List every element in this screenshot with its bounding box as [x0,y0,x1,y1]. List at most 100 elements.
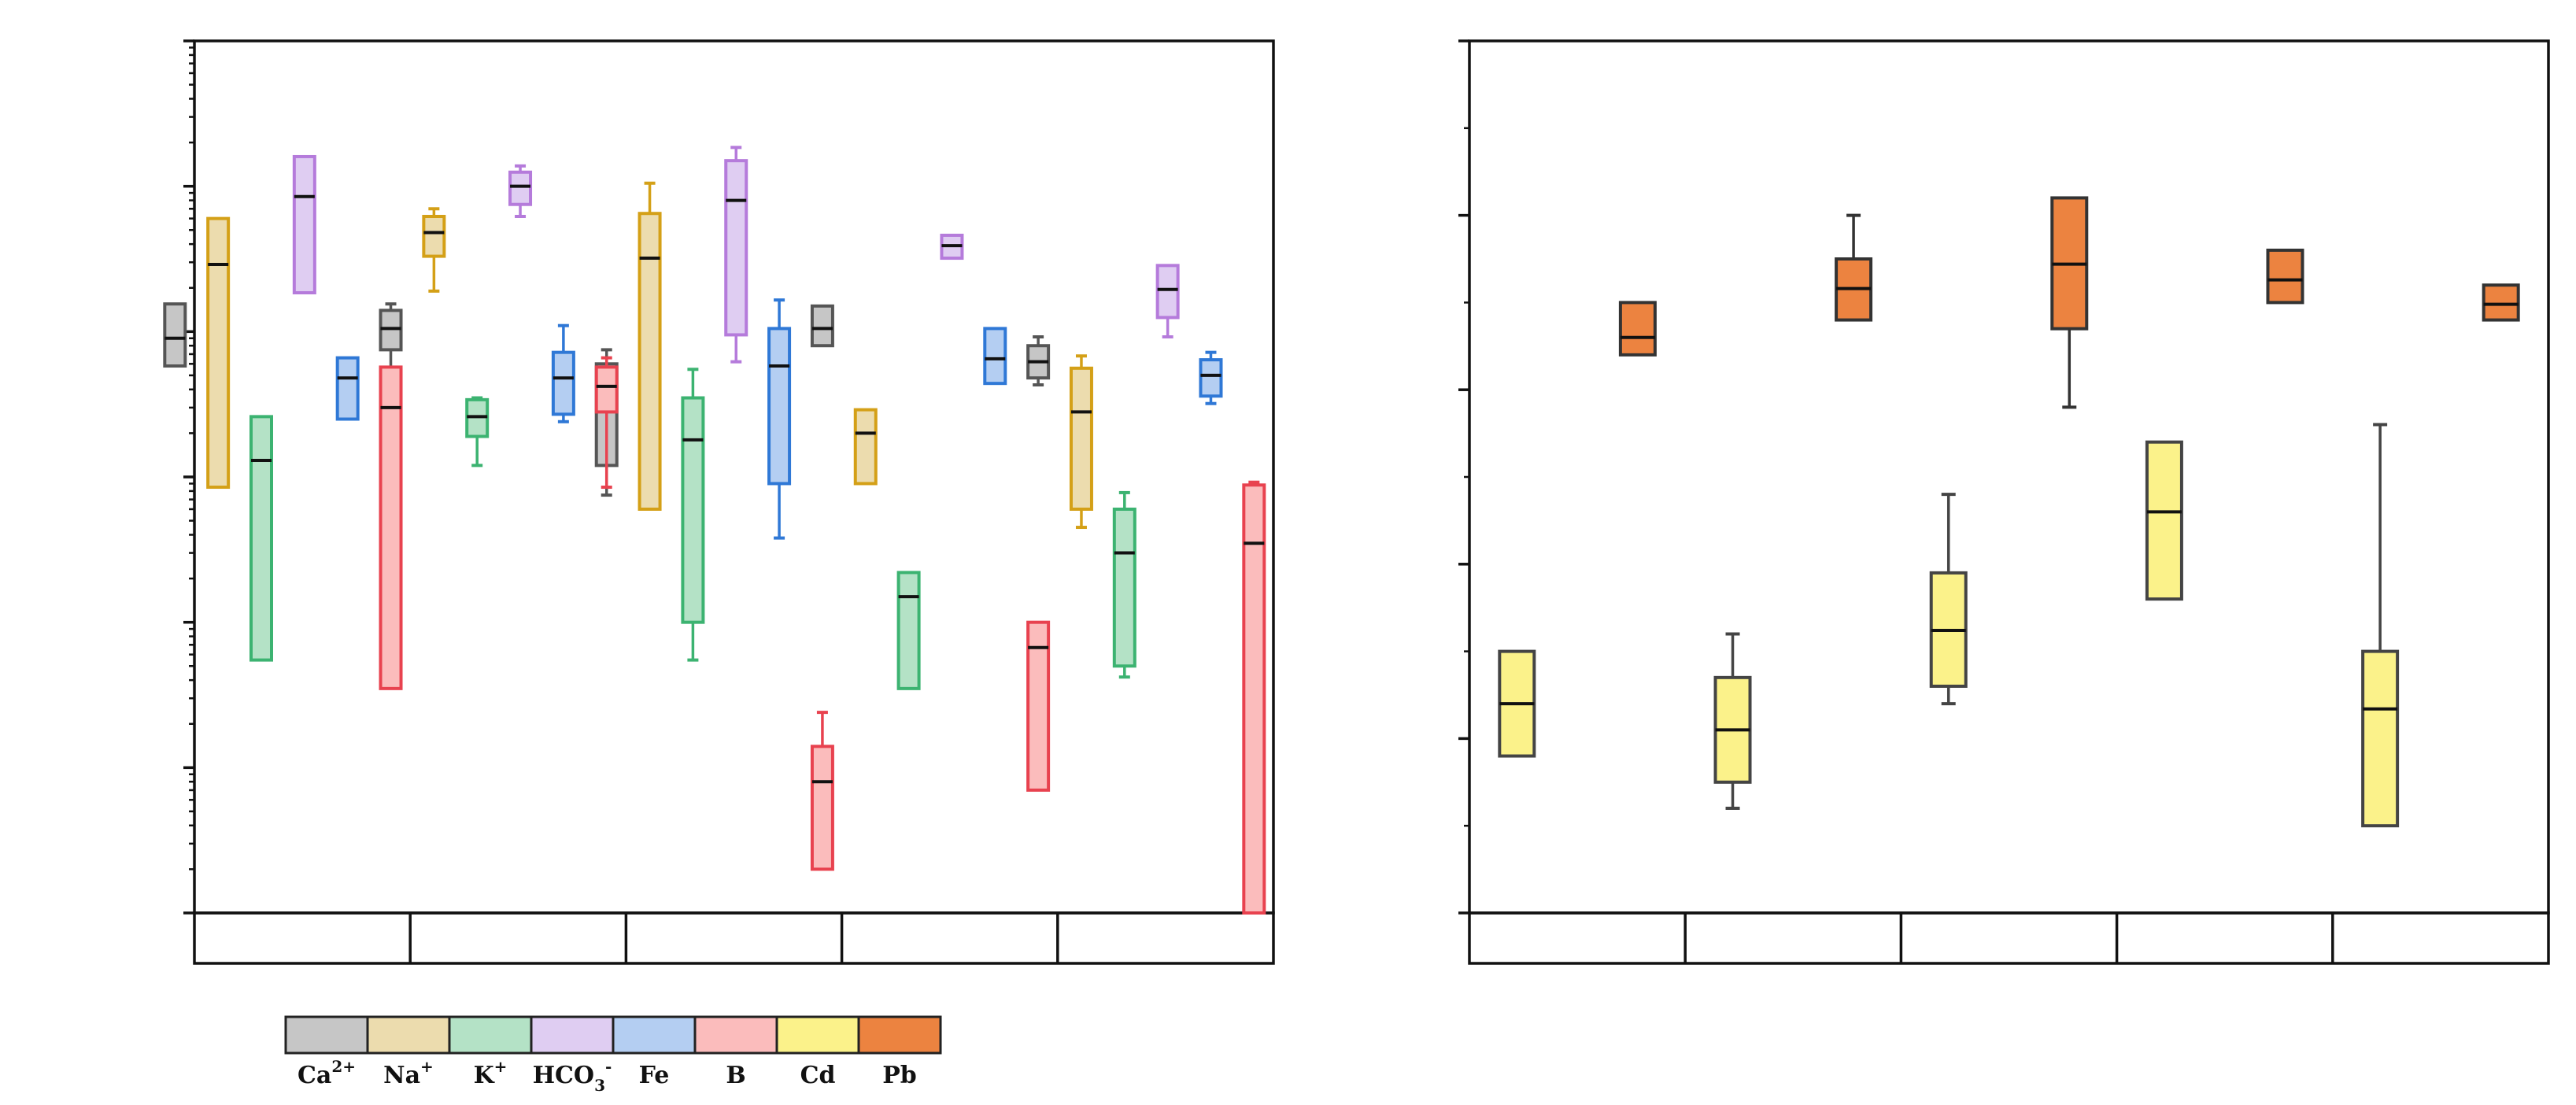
box-body [335,356,360,421]
legend-swatch [448,1015,533,1055]
box-Ca2+-CSW [163,302,187,368]
legend-swatch [612,1015,697,1055]
box-B-CSW [379,365,403,690]
legend-label-sub: 3 [594,1076,605,1095]
box-body [853,408,878,486]
legend-swatch [693,1015,778,1055]
box-HCO3--LW [724,146,748,364]
box-body [594,365,619,414]
legend-label: Fe [639,1062,670,1089]
box-Na+-CSW [206,216,231,490]
box-body [724,159,748,337]
legend-label: Na+ [383,1057,434,1089]
legend-swatch [284,1015,369,1055]
legend: Ca2+ Na+ K+ HCO3- Fe B Cd Pb [284,1015,942,1095]
legend-label-base: K [474,1062,495,1089]
legend-label: HCO3- [533,1057,612,1095]
legend-label-base: Na [383,1062,420,1089]
box-body [508,170,533,206]
box-K+-HSW [465,396,490,468]
box-Cd-CSW [1498,649,1536,758]
box-K+-CSW [249,415,274,662]
box-body [1199,358,1223,398]
legend-label-sup: + [420,1057,434,1076]
box-body [896,571,921,690]
box-Ca2+-MW [810,304,834,348]
box-HCO3--CSW [292,154,316,294]
legend-label: Pb [882,1062,917,1089]
box-body [2145,440,2183,601]
box-Na+-MW [853,408,878,486]
legend-swatch [775,1015,860,1055]
box-K+-MW [896,571,921,690]
legend-label-base: HCO [533,1062,594,1089]
legend-label: Ca2+ [298,1057,356,1089]
box-Fe-LW [767,298,792,540]
box-Pb-CSW [1618,301,1657,357]
box-Cd-LW [1929,493,1968,706]
category-bar [193,911,1275,965]
legend-label-base: Pb [882,1062,917,1089]
box-body [379,365,403,690]
box-body [422,215,446,258]
legend-label-sup: - [605,1057,612,1076]
box-body [249,415,274,662]
box-body [292,154,316,294]
legend-label-base: Ca [298,1062,331,1089]
box-Pb-HSW [1835,213,1873,322]
legend-swatch [366,1015,451,1055]
box-Cd-HSW [1713,632,1752,811]
box-Pb-MW [2266,248,2304,305]
box-body [983,327,1007,386]
box-body [2266,248,2304,305]
legend-label-sup: 2+ [331,1057,356,1076]
box-body [1112,507,1136,668]
box-B-LW [810,711,834,871]
box-body [638,212,662,511]
chart-panel-b [1458,39,2550,965]
box-body [1618,301,1657,357]
box-body [1155,264,1180,320]
legend-label: B [726,1062,745,1089]
box-Cd-RW [2361,423,2400,828]
box-body [767,327,792,486]
legend-label-sup: + [494,1057,508,1076]
box-body [2482,283,2520,322]
box-K+-LW [681,368,705,662]
box-HCO3--RW [1155,264,1180,339]
box-body [1026,620,1051,792]
box-Pb-LW [2050,196,2089,409]
box-HCO3--HSW [508,164,533,219]
box-Fe-RW [1199,350,1223,405]
box-Fe-MW [983,327,1007,386]
box-body [2361,649,2400,828]
legend-label: K+ [474,1057,508,1089]
legend-label: Cd [800,1062,836,1089]
box-B-RW [1242,480,1266,915]
box-Na+-RW [1069,354,1093,530]
box-body [1242,483,1266,915]
box-B-MW [1026,620,1051,792]
box-K+-RW [1112,490,1136,679]
legend-label-base: B [726,1062,745,1089]
box-Cd-MW [2145,440,2183,601]
box-body [163,302,187,368]
box-body [681,396,705,624]
legend-swatch [857,1015,942,1055]
box-Ca2+-RW [1026,335,1051,387]
chart-panel-a [163,39,1275,965]
legend-label-base: Cd [800,1062,836,1089]
box-body [810,745,834,871]
box-body [206,216,231,490]
legend-label-base: Fe [639,1062,670,1089]
legend-swatch [530,1015,615,1055]
box-Fe-HSW [551,323,575,423]
box-body [551,350,575,416]
box-HCO3--MW [940,233,964,261]
box-body [810,304,834,348]
box-Pb-RW [2482,283,2520,322]
box-B-HSW [594,356,619,490]
box-Na+-HSW [422,207,446,293]
box-body [1069,366,1093,511]
